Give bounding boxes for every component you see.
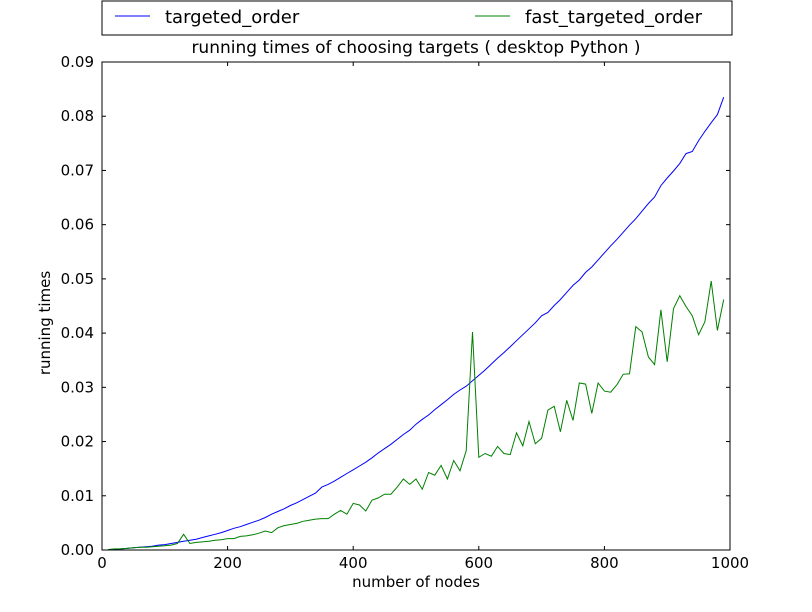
- x-tick-label: 600: [464, 554, 493, 572]
- y-tick-label: 0.03: [61, 378, 94, 396]
- y-tick-label: 0.09: [61, 53, 94, 71]
- legend: targeted_order fast_targeted_order: [101, 0, 733, 36]
- y-tick-label: 0.08: [61, 107, 94, 125]
- y-tick-label: 0.06: [61, 216, 94, 234]
- x-axis-label: number of nodes: [352, 573, 480, 591]
- y-axis-label: running times: [36, 271, 54, 376]
- y-tick-label: 0.07: [61, 161, 94, 179]
- y-tick-label: 0.01: [61, 487, 94, 505]
- x-tick-label: 1000: [711, 554, 749, 572]
- plot-frame: [101, 61, 731, 551]
- y-tick-label: 0.05: [61, 270, 94, 288]
- x-tick-label: 200: [213, 554, 242, 572]
- legend-label-targeted-order: targeted_order: [165, 7, 300, 28]
- y-tick-label: 0.04: [61, 324, 94, 342]
- legend-frame: [101, 0, 733, 36]
- x-tick-label: 0: [97, 554, 107, 572]
- chart-title: running times of choosing targets ( desk…: [191, 38, 640, 58]
- y-tick-label: 0.00: [61, 541, 94, 559]
- tick-layer: 0 200 400 600 800 1000 0.00 0.01 0.02 0.03 0.04 0.0…: [61, 53, 750, 572]
- series-line-fast-targeted-order: [108, 281, 725, 550]
- legend-label-fast-targeted-order: fast_targeted_order: [525, 7, 703, 28]
- y-tick-label: 0.02: [61, 433, 94, 451]
- x-tick-label: 400: [339, 554, 368, 572]
- series-layer: [108, 97, 725, 550]
- x-tick-label: 800: [590, 554, 619, 572]
- series-line-targeted-order: [108, 97, 725, 550]
